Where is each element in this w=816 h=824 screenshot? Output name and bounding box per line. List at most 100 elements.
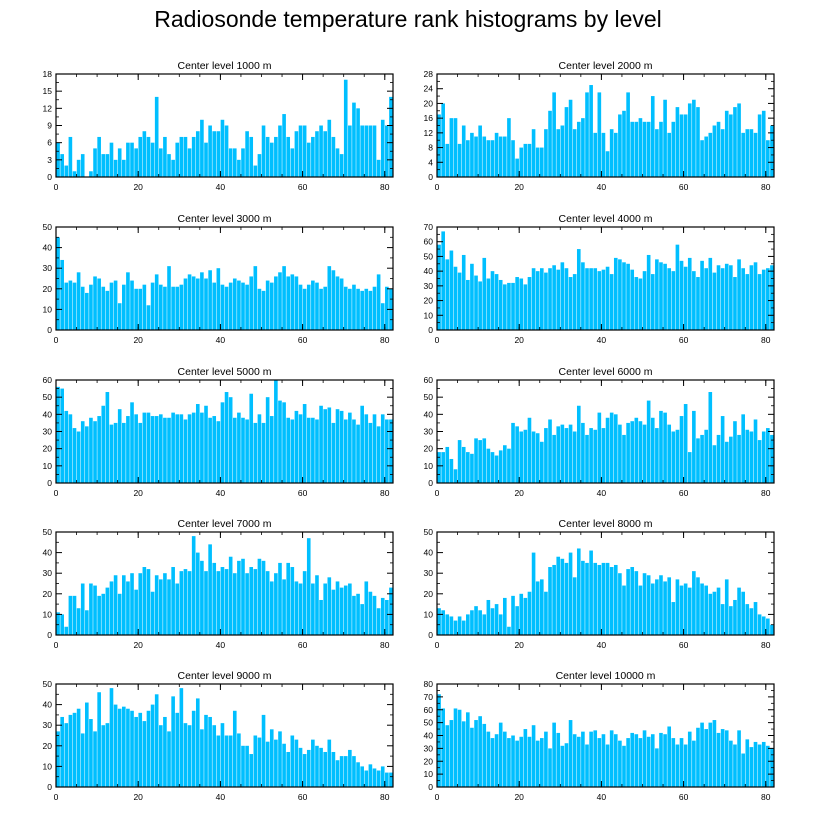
- x-tick-label: 40: [597, 792, 607, 802]
- histogram-panel: 0 20 40 60 80 0 10 20 30 40 50 Center level 7000 m: [43, 518, 394, 650]
- histogram-bar: [134, 716, 138, 787]
- histogram-bar: [626, 263, 630, 330]
- histogram-bar: [150, 416, 155, 483]
- histogram-bar: [708, 257, 713, 330]
- y-tick-label: 20: [43, 284, 53, 294]
- histogram-bar: [761, 431, 766, 483]
- histogram-bar: [389, 587, 393, 635]
- y-tick-label: 0: [47, 325, 52, 335]
- histogram-bar: [593, 562, 598, 635]
- histogram-bar: [585, 92, 589, 177]
- panel-title: Center level 9000 m: [178, 670, 272, 682]
- histogram-bar: [482, 614, 487, 635]
- histogram-bar: [675, 744, 680, 787]
- histogram-bar: [261, 125, 266, 177]
- histogram-bar: [167, 579, 171, 635]
- histogram-bar: [630, 421, 635, 483]
- x-tick-label: 0: [54, 792, 59, 802]
- histogram-bar: [64, 626, 69, 635]
- histogram-bar: [576, 548, 581, 635]
- histogram-bar: [356, 762, 360, 787]
- histogram-bar: [638, 738, 643, 787]
- histogram-bar: [352, 756, 356, 787]
- x-tick-label: 80: [380, 792, 390, 802]
- histogram-bar: [117, 593, 122, 635]
- histogram-bar: [453, 469, 458, 483]
- histogram-bar: [544, 428, 548, 483]
- histogram-bar: [179, 688, 184, 787]
- histogram-bar: [650, 583, 655, 635]
- histogram-bar: [622, 585, 626, 635]
- histogram-bar: [704, 729, 708, 787]
- histogram-bar: [544, 129, 548, 177]
- histogram-bar: [527, 277, 532, 330]
- histogram-bar: [302, 288, 307, 330]
- histogram-bar: [613, 132, 618, 177]
- histogram-bar: [93, 731, 97, 787]
- histogram-bar: [482, 136, 487, 177]
- histogram-bar: [150, 591, 155, 635]
- histogram-bar: [335, 148, 340, 177]
- histogram-bar: [101, 725, 106, 787]
- histogram-bar: [453, 266, 458, 330]
- x-tick-label: 0: [435, 182, 440, 192]
- histogram-bar: [564, 743, 569, 787]
- histogram-bar: [671, 431, 676, 483]
- histogram-bar: [663, 734, 667, 787]
- y-tick-label: 30: [43, 720, 53, 730]
- histogram-bar: [220, 119, 225, 177]
- histogram-bar: [761, 269, 766, 330]
- histogram-bar: [175, 414, 180, 483]
- x-tick-label: 20: [514, 640, 524, 650]
- histogram-bar: [613, 564, 618, 635]
- histogram-bar: [101, 286, 106, 330]
- histogram-bar: [659, 121, 663, 177]
- histogram-bar: [453, 118, 458, 177]
- histogram-bar: [208, 716, 212, 787]
- histogram-bar: [548, 268, 552, 330]
- histogram-bar: [679, 585, 684, 635]
- histogram-bar: [331, 136, 336, 177]
- x-tick-label: 60: [298, 488, 308, 498]
- histogram-bar: [667, 424, 672, 483]
- y-tick-label: 10: [424, 609, 434, 619]
- histogram-bar: [449, 720, 454, 787]
- histogram-bar: [265, 741, 270, 787]
- histogram-bar: [278, 562, 282, 635]
- histogram-bar: [560, 424, 565, 483]
- histogram-bar: [646, 575, 651, 635]
- histogram-bar: [712, 720, 717, 787]
- x-tick-label: 40: [597, 182, 607, 192]
- histogram-bar: [535, 147, 540, 177]
- histogram-bar: [109, 688, 114, 787]
- histogram-bar: [117, 409, 122, 483]
- y-tick-label: 20: [424, 444, 434, 454]
- y-tick-label: 24: [424, 84, 434, 94]
- histogram-bar: [175, 712, 180, 787]
- histogram-bar: [154, 96, 159, 177]
- histogram-bar: [618, 740, 622, 787]
- histogram-bar: [671, 602, 676, 635]
- histogram-bar: [527, 591, 532, 635]
- histogram-bar: [470, 610, 474, 635]
- y-tick-label: 4: [428, 157, 433, 167]
- histogram-bar: [704, 585, 708, 635]
- histogram-bar: [704, 429, 708, 483]
- histogram-bar: [302, 125, 307, 177]
- histogram-bar: [97, 136, 101, 177]
- y-tick-label: 50: [424, 527, 434, 537]
- histogram-bar: [564, 562, 569, 635]
- histogram-bar: [187, 414, 192, 483]
- histogram-bar: [482, 257, 487, 330]
- histogram-bar: [531, 431, 536, 483]
- histogram-bar: [466, 279, 470, 330]
- histogram-bar: [220, 567, 225, 635]
- y-tick-label: 10: [424, 310, 434, 320]
- histogram-bar: [593, 429, 598, 483]
- histogram-bar: [122, 284, 126, 330]
- histogram-bar: [490, 608, 495, 635]
- histogram-bar: [306, 417, 311, 483]
- histogram-bar: [638, 278, 643, 330]
- histogram-bar: [76, 708, 81, 787]
